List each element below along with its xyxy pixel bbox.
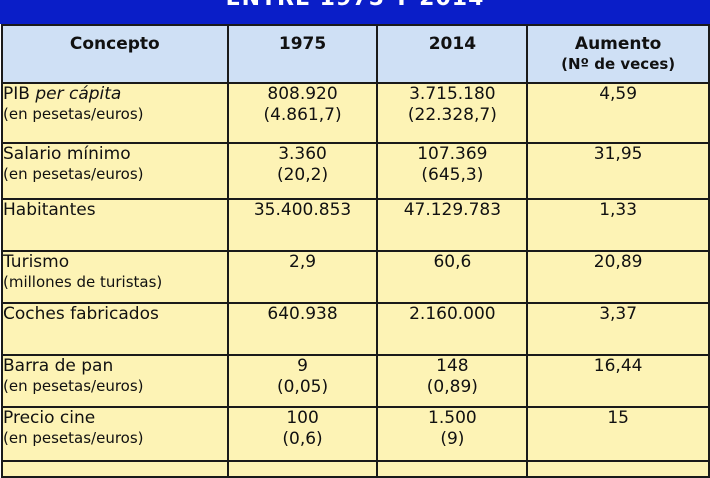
header-row: Concepto 1975 2014 Aumento (Nº de veces) (1, 24, 710, 84)
table-row: Habitantes 35.400.853 47.129.783 1,33 (1, 198, 710, 252)
value-euros: (9) (440, 429, 465, 449)
cell-increase: 16,44 (526, 354, 710, 408)
row-label: Turismo (3, 252, 70, 272)
row-concept: Salario mínimo (en pesetas/euros) (1, 142, 229, 200)
cell-increase: 3,37 (526, 302, 710, 356)
value-euros: (0,89) (426, 377, 478, 397)
cell-1975: 35.400.853 (226, 198, 379, 252)
cell-1975: 2,9 (226, 250, 379, 304)
cell-2014: 1.500 (9) (376, 406, 529, 462)
header-concept: Concepto (1, 24, 229, 84)
value: 3.715.180 (409, 84, 496, 104)
cell-empty (376, 460, 529, 478)
cell-1975: 640.938 (226, 302, 379, 356)
header-1975: 1975 (226, 24, 379, 84)
cell-empty (1, 460, 229, 478)
row-note: (millones de turistas) (3, 273, 163, 291)
row-concept: PIB per cápita (en pesetas/euros) (1, 82, 229, 144)
row-label: Precio cine (3, 408, 96, 428)
row-label: Coches fabricados (3, 304, 159, 324)
row-label: Barra de pan (3, 356, 114, 376)
table-row: PIB per cápita (en pesetas/euros) 808.920… (1, 82, 710, 144)
header-2014: 2014 (376, 24, 529, 84)
value: 9 (297, 356, 308, 376)
cell-2014: 60,6 (376, 250, 529, 304)
table-row: Turismo (millones de turistas) 2,9 60,6 2… (1, 250, 710, 304)
cell-2014: 3.715.180 (22.328,7) (376, 82, 529, 144)
cell-empty (226, 460, 379, 478)
banner-title: ENTRE 1975 Y 2014 (0, 0, 710, 11)
row-note: (en pesetas/euros) (3, 429, 144, 447)
cell-1975: 808.920 (4.861,7) (226, 82, 379, 144)
cell-increase: 1,33 (526, 198, 710, 252)
value: 107.369 (417, 144, 488, 164)
table-row: Barra de pan (en pesetas/euros) 9 (0,05) 1… (1, 354, 710, 408)
table-row: Coches fabricados 640.938 2.160.000 3,37 (1, 302, 710, 356)
cell-1975: 3.360 (20,2) (226, 142, 379, 200)
value: 1.500 (428, 408, 477, 428)
row-label: PIB (3, 84, 30, 104)
row-concept: Precio cine (en pesetas/euros) (1, 406, 229, 462)
value: 3.360 (278, 144, 327, 164)
cell-2014: 2.160.000 (376, 302, 529, 356)
value: 148 (436, 356, 469, 376)
row-concept: Turismo (millones de turistas) (1, 250, 229, 304)
value: 808.920 (267, 84, 338, 104)
row-label: Habitantes (3, 200, 96, 220)
cell-2014: 47.129.783 (376, 198, 529, 252)
header-increase-sub: (Nº de veces) (561, 55, 676, 73)
row-concept: Barra de pan (en pesetas/euros) (1, 354, 229, 408)
value-euros: (22.328,7) (407, 105, 497, 125)
comparison-table: Concepto 1975 2014 Aumento (Nº de veces)… (1, 24, 710, 478)
value-euros: (645,3) (421, 165, 484, 185)
row-note: (en pesetas/euros) (3, 165, 144, 183)
header-increase: Aumento (Nº de veces) (526, 24, 710, 84)
value-euros: (0,6) (282, 429, 323, 449)
row-concept: Habitantes (1, 198, 229, 252)
value: 100 (286, 408, 319, 428)
cell-increase: 20,89 (526, 250, 710, 304)
table-row: Salario mínimo (en pesetas/euros) 3.360 (2… (1, 142, 710, 200)
value-euros: (20,2) (276, 165, 329, 185)
row-label: Salario mínimo (3, 144, 131, 164)
cell-increase: 15 (526, 406, 710, 462)
table-row-partial (1, 460, 710, 478)
row-note: (en pesetas/euros) (3, 377, 144, 395)
cell-1975: 100 (0,6) (226, 406, 379, 462)
cell-2014: 107.369 (645,3) (376, 142, 529, 200)
header-increase-label: Aumento (574, 34, 662, 54)
table-row: Precio cine (en pesetas/euros) 100 (0,6) 1… (1, 406, 710, 462)
title-banner: ENTRE 1975 Y 2014 (0, 0, 710, 24)
cell-2014: 148 (0,89) (376, 354, 529, 408)
cell-increase: 31,95 (526, 142, 710, 200)
row-note: (en pesetas/euros) (3, 105, 144, 123)
row-concept: Coches fabricados (1, 302, 229, 356)
cell-increase: 4,59 (526, 82, 710, 144)
value-euros: (0,05) (276, 377, 329, 397)
cell-1975: 9 (0,05) (226, 354, 379, 408)
value-euros: (4.861,7) (263, 105, 342, 125)
row-label-em: per cápita (35, 84, 122, 104)
cell-empty (526, 460, 710, 478)
